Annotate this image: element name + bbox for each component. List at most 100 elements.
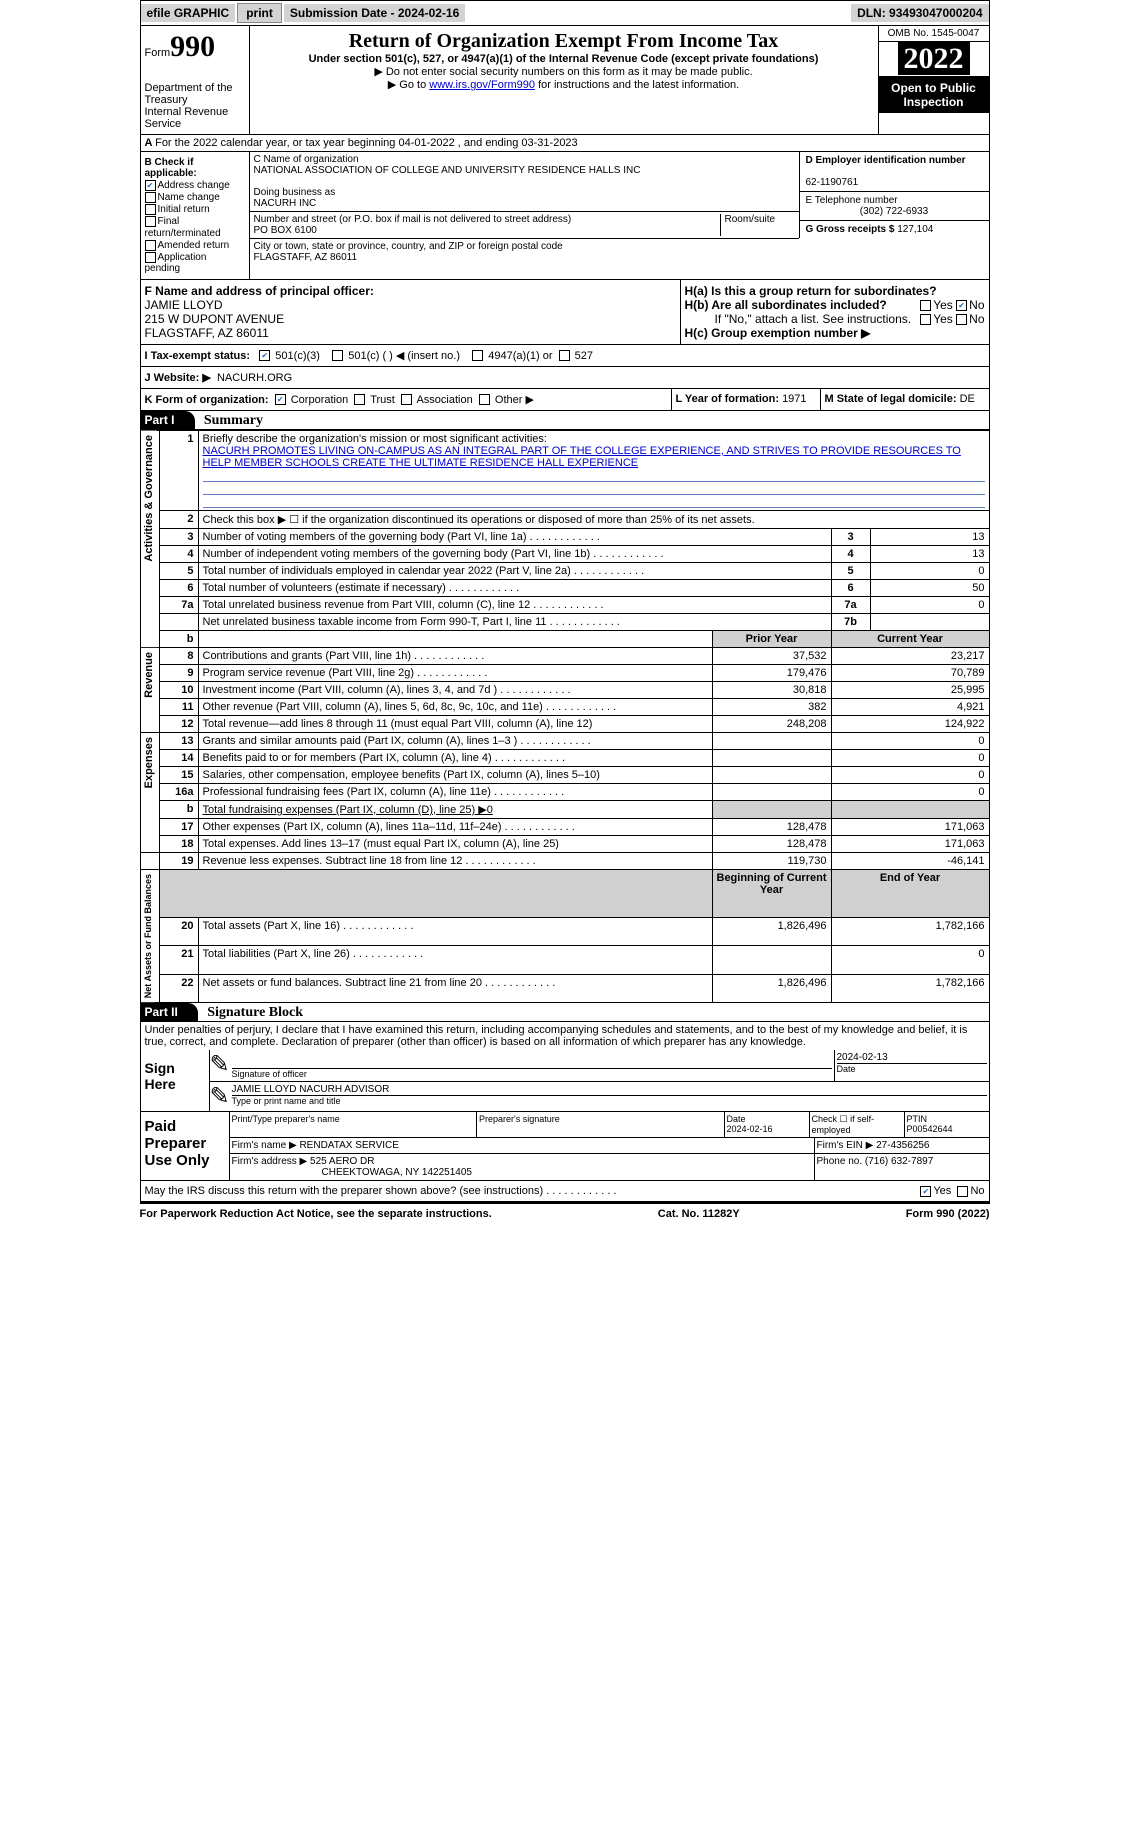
room-label: Room/suite — [721, 214, 795, 236]
discuss-no-checkbox[interactable] — [957, 1186, 968, 1197]
527-checkbox[interactable] — [559, 350, 570, 361]
pen-icon: ✎ — [210, 1082, 230, 1111]
initial-return-checkbox[interactable] — [145, 204, 156, 215]
mission-text: NACURH PROMOTES LIVING ON-CAMPUS AS AN I… — [203, 445, 961, 469]
line10-curr: 25,995 — [831, 681, 989, 698]
amended-return-checkbox[interactable] — [145, 240, 156, 251]
form-subtitle: Under section 501(c), 527, or 4947(a)(1)… — [254, 53, 874, 65]
line10-prior: 30,818 — [712, 681, 831, 698]
officer-name: JAMIE LLOYD — [145, 298, 223, 312]
firm-ein: 27-4356256 — [876, 1140, 929, 1151]
city-label: City or town, state or province, country… — [254, 241, 795, 252]
form-title: Return of Organization Exempt From Incom… — [254, 30, 874, 53]
line22-prior: 1,826,496 — [712, 974, 831, 1002]
line17-curr: 171,063 — [831, 818, 989, 835]
hb-label: H(b) Are all subordinates included? — [685, 298, 887, 312]
footer: For Paperwork Reduction Act Notice, see … — [140, 1202, 990, 1224]
hb-yes-checkbox[interactable] — [920, 314, 931, 325]
box-k: K Form of organization: Corporation Trus… — [141, 389, 672, 410]
firm-addr2: CHEEKTOWAGA, NY 142251405 — [232, 1167, 472, 1178]
gross-receipts-value: 127,104 — [897, 224, 933, 235]
hb-no-checkbox[interactable] — [956, 314, 967, 325]
line19-prior: 119,730 — [712, 852, 831, 869]
box-m: M State of legal domicile: DE — [821, 389, 989, 410]
declaration: Under penalties of perjury, I declare th… — [140, 1022, 990, 1050]
assoc-checkbox[interactable] — [401, 394, 412, 405]
line9-curr: 70,789 — [831, 664, 989, 681]
end-year-hdr: End of Year — [880, 872, 940, 884]
application-pending-checkbox[interactable] — [145, 252, 156, 263]
line2: Check this box ▶ ☐ if the organization d… — [198, 510, 989, 528]
section-revenue: Revenue — [141, 648, 157, 702]
phone-label: E Telephone number — [806, 195, 898, 206]
omb-number: OMB No. 1545-0047 — [879, 26, 989, 42]
street-label: Number and street (or P.O. box if mail i… — [254, 214, 716, 225]
section-expenses: Expenses — [141, 733, 157, 792]
501c-checkbox[interactable] — [332, 350, 343, 361]
trust-checkbox[interactable] — [354, 394, 365, 405]
part2-label: Part II — [141, 1003, 198, 1021]
corp-checkbox[interactable] — [275, 394, 286, 405]
501c3-checkbox[interactable] — [259, 350, 270, 361]
ha-no-checkbox[interactable] — [956, 300, 967, 311]
dba-label: Doing business as — [254, 187, 795, 198]
street-value: PO BOX 6100 — [254, 225, 716, 236]
box-i: I Tax-exempt status: 501(c)(3) 501(c) ( … — [141, 345, 989, 367]
name-change-checkbox[interactable] — [145, 192, 156, 203]
form-number: Form990 — [145, 30, 245, 64]
irs-link[interactable]: www.irs.gov/Form990 — [429, 79, 535, 91]
sig-date: 2024-02-13 — [837, 1052, 987, 1063]
line5-val: 0 — [870, 562, 989, 579]
sig-date-label: Date — [837, 1063, 987, 1074]
print-name-label: Type or print name and title — [232, 1095, 987, 1106]
submission-date: Submission Date - 2024-02-16 — [284, 4, 465, 22]
4947-checkbox[interactable] — [472, 350, 483, 361]
current-year-hdr: Current Year — [877, 633, 943, 645]
discuss-yes-checkbox[interactable] — [920, 1186, 931, 1197]
line9-prior: 179,476 — [712, 664, 831, 681]
prior-year-hdr: Prior Year — [746, 633, 798, 645]
box-deg: D Employer identification number 62-1190… — [799, 152, 989, 279]
ha-label: H(a) Is this a group return for subordin… — [685, 284, 937, 298]
line16a-curr: 0 — [831, 783, 989, 800]
preparer-date: 2024-02-16 — [727, 1124, 773, 1134]
line21-curr: 0 — [831, 946, 989, 974]
line20-prior: 1,826,496 — [712, 918, 831, 946]
line3-val: 13 — [870, 528, 989, 545]
phone-value: (302) 722-6933 — [806, 206, 983, 217]
sig-officer-label: Signature of officer — [232, 1068, 832, 1079]
org-name: NATIONAL ASSOCIATION OF COLLEGE AND UNIV… — [254, 165, 795, 176]
note-link: ▶ Go to www.irs.gov/Form990 for instruct… — [254, 78, 874, 91]
top-bar: efile GRAPHIC print Submission Date - 20… — [140, 0, 990, 26]
line22-curr: 1,782,166 — [831, 974, 989, 1002]
pen-icon: ✎ — [210, 1050, 230, 1081]
entity-block: B Check if applicable: Address change Na… — [140, 152, 990, 280]
summary-table: Activities & Governance 1 Briefly descri… — [140, 430, 990, 1003]
line19-curr: -46,141 — [831, 852, 989, 869]
box-b: B Check if applicable: Address change Na… — [141, 152, 250, 279]
mission-label: Briefly describe the organization's miss… — [203, 433, 547, 445]
note-ssn: ▶ Do not enter social security numbers o… — [254, 65, 874, 78]
other-checkbox[interactable] — [479, 394, 490, 405]
ha-yes-checkbox[interactable] — [920, 300, 931, 311]
self-employed-check[interactable]: Check ☐ if self-employed — [809, 1112, 904, 1137]
box-c: C Name of organization NATIONAL ASSOCIAT… — [250, 152, 799, 279]
line11-curr: 4,921 — [831, 698, 989, 715]
section-activities: Activities & Governance — [141, 431, 157, 566]
preparer-sig-label: Preparer's signature — [476, 1112, 724, 1137]
line18-prior: 128,478 — [712, 835, 831, 852]
line14-curr: 0 — [831, 749, 989, 766]
ein-value: 62-1190761 — [806, 177, 859, 188]
final-return-checkbox[interactable] — [145, 216, 156, 227]
address-change-checkbox[interactable] — [145, 180, 156, 191]
firm-addr: 525 AERO DR — [310, 1156, 374, 1167]
line18-curr: 171,063 — [831, 835, 989, 852]
line7b-val — [870, 613, 989, 630]
dept-label: Department of the Treasury Internal Reve… — [145, 82, 245, 130]
preparer-name-label: Print/Type preparer's name — [230, 1112, 477, 1137]
print-button[interactable]: print — [237, 3, 282, 23]
section-netassets: Net Assets or Fund Balances — [141, 870, 155, 1002]
tax-year: 2022 — [898, 42, 970, 75]
line20-curr: 1,782,166 — [831, 918, 989, 946]
box-f: F Name and address of principal officer:… — [141, 280, 681, 344]
